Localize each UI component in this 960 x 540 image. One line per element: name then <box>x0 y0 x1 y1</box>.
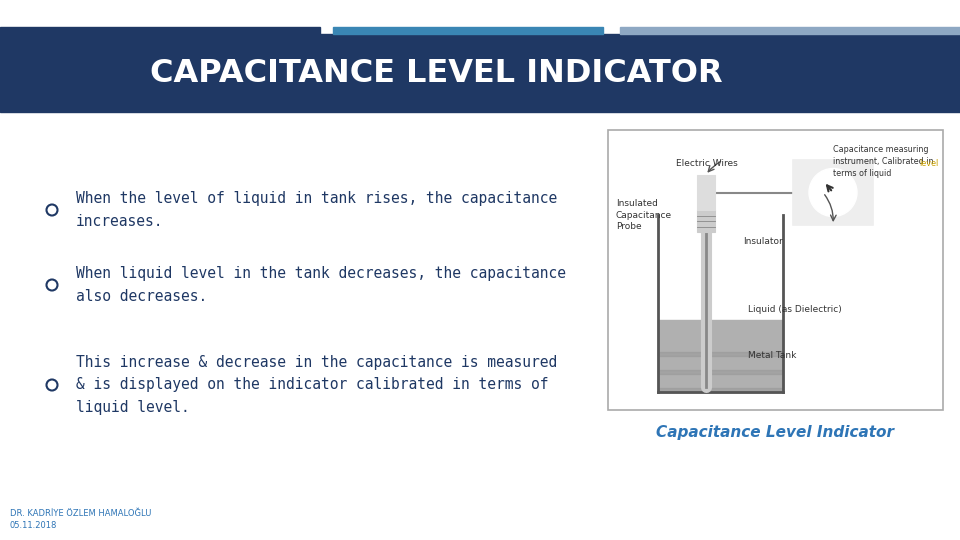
Text: Capacitance Level Indicator: Capacitance Level Indicator <box>657 424 895 440</box>
Text: CAPACITANCE LEVEL INDICATOR: CAPACITANCE LEVEL INDICATOR <box>150 57 723 89</box>
Bar <box>658 388 783 392</box>
Bar <box>608 130 943 410</box>
Bar <box>697 210 714 232</box>
Circle shape <box>809 168 857 217</box>
Bar <box>620 27 960 34</box>
Bar <box>333 27 603 34</box>
Text: Insulated
Capacitance
Probe: Insulated Capacitance Probe <box>616 199 672 231</box>
Text: level: level <box>919 159 938 168</box>
Text: When liquid level in the tank decreases, the capacitance
also decreases.: When liquid level in the tank decreases,… <box>76 266 566 303</box>
Text: Insulator: Insulator <box>743 238 782 246</box>
Text: Capacitance measuring
instrument, Calibrated in
terms of liquid: Capacitance measuring instrument, Calibr… <box>833 145 933 178</box>
Text: Electric Wires: Electric Wires <box>676 159 737 167</box>
Text: DR. KADRİYE ÖZLEM HAMALOĞLU
05.11.2018: DR. KADRİYE ÖZLEM HAMALOĞLU 05.11.2018 <box>10 509 152 530</box>
Bar <box>658 370 783 374</box>
Bar <box>658 352 783 356</box>
Text: When the level of liquid in tank rises, the capacitance
increases.: When the level of liquid in tank rises, … <box>76 191 557 228</box>
Text: Metal Tank: Metal Tank <box>748 350 797 360</box>
Bar <box>658 320 783 392</box>
Bar <box>0 34 960 112</box>
Text: Liquid (as Dielectric): Liquid (as Dielectric) <box>748 306 842 314</box>
Bar <box>793 160 873 225</box>
Text: This increase & decrease in the capacitance is measured
& is displayed on the in: This increase & decrease in the capacita… <box>76 355 557 415</box>
Bar <box>0 27 320 34</box>
Bar <box>697 175 714 210</box>
